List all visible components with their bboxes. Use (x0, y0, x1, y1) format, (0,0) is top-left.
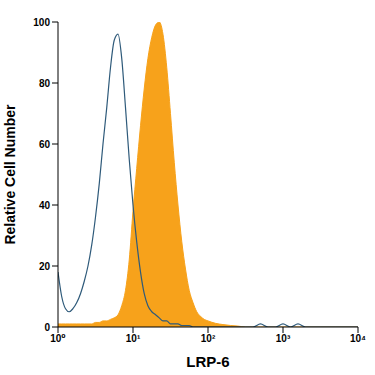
svg-text:10⁴: 10⁴ (350, 333, 366, 344)
svg-text:60: 60 (39, 139, 51, 150)
svg-text:100: 100 (33, 17, 50, 28)
svg-text:40: 40 (39, 200, 51, 211)
svg-text:10²: 10² (201, 333, 216, 344)
svg-text:LRP-6: LRP-6 (186, 353, 229, 370)
svg-text:0: 0 (44, 322, 50, 333)
svg-text:20: 20 (39, 261, 51, 272)
svg-text:Relative Cell Number: Relative Cell Number (8, 104, 18, 245)
svg-text:80: 80 (39, 78, 51, 89)
svg-text:10¹: 10¹ (126, 333, 141, 344)
svg-text:10⁰: 10⁰ (50, 333, 66, 344)
svg-text:10³: 10³ (276, 333, 291, 344)
